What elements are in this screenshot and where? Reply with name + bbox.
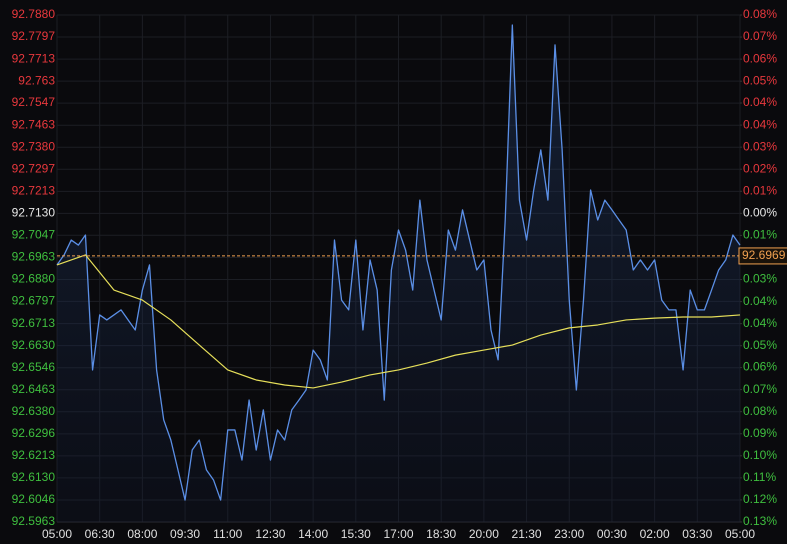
- y-tick-label: 92.6380: [12, 404, 56, 418]
- y-tick-label: 92.6630: [12, 338, 56, 352]
- y-tick-label: 92.6213: [12, 448, 56, 462]
- series-line: [56, 24, 741, 501]
- x-tick-label: 02:00: [640, 527, 670, 541]
- y-tick-label: 92.5963: [12, 514, 56, 528]
- y-tick-label: 92.7130: [12, 206, 56, 220]
- y2-tick-label: 0.01%: [743, 228, 777, 242]
- y2-tick-label: 0.07%: [743, 29, 777, 43]
- y-tick-label: 92.6963: [12, 250, 56, 264]
- y-tick-label: 92.7047: [12, 227, 56, 241]
- x-tick-label: 05:00: [42, 527, 72, 541]
- x-tick-label: 21:30: [512, 527, 542, 541]
- y-tick-label: 92.6546: [12, 360, 56, 374]
- x-tick-label: 09:30: [170, 527, 200, 541]
- y-tick-label: 92.6880: [12, 272, 56, 286]
- y2-tick-label: 0.12%: [743, 492, 777, 506]
- y-tick-label: 92.6296: [12, 426, 56, 440]
- series-line: [56, 254, 741, 389]
- y-tick-label: 92.7713: [12, 51, 56, 65]
- y2-tick-label: 0.04%: [743, 95, 777, 109]
- y-tick-label: 92.7797: [12, 29, 56, 43]
- y2-tick-label: 0.09%: [743, 426, 777, 440]
- x-tick-label: 14:00: [298, 527, 328, 541]
- y2-tick-label: 0.02%: [743, 161, 777, 175]
- y2-tick-label: 0.10%: [743, 448, 777, 462]
- y2-tick-label: 0.05%: [743, 73, 777, 87]
- y2-tick-label: 0.06%: [743, 51, 777, 65]
- y2-tick-label: 0.04%: [743, 117, 777, 131]
- x-tick-label: 06:30: [85, 527, 115, 541]
- y2-tick-label: 0.11%: [743, 470, 776, 484]
- y2-tick-label: 0.03%: [743, 272, 777, 286]
- y-tick-label: 92.7880: [12, 7, 56, 21]
- y-tick-label: 92.6046: [12, 492, 56, 506]
- y-tick-label: 92.7213: [12, 184, 56, 198]
- y2-tick-label: 0.08%: [743, 404, 777, 418]
- x-tick-label: 12:30: [255, 527, 285, 541]
- y2-tick-label: 0.05%: [743, 338, 777, 352]
- y2-tick-label: 0.04%: [743, 316, 777, 330]
- y-tick-label: 92.7463: [12, 117, 56, 131]
- y-tick-label: 92.6130: [12, 470, 56, 484]
- y-tick-label: 92.7547: [12, 95, 56, 109]
- y-tick-label: 92.6713: [12, 316, 56, 330]
- x-tick-label: 20:00: [469, 527, 499, 541]
- y2-tick-label: 0.03%: [743, 139, 777, 153]
- y2-tick-label: 0.08%: [743, 7, 777, 21]
- x-tick-label: 00:30: [597, 527, 627, 541]
- x-tick-label: 05:00: [725, 527, 755, 541]
- y2-tick-label: 0.00%: [743, 206, 777, 220]
- x-tick-label: 23:00: [554, 527, 584, 541]
- y2-tick-label: 0.13%: [743, 514, 777, 528]
- x-tick-label: 17:00: [383, 527, 413, 541]
- x-tick-label: 11:00: [213, 527, 242, 541]
- x-tick-label: 15:30: [341, 527, 371, 541]
- y-tick-label: 92.6463: [12, 382, 56, 396]
- x-tick-label: 08:00: [127, 527, 157, 541]
- reference-flag: [738, 247, 787, 265]
- y-tick-label: 92.763: [18, 73, 55, 87]
- y-tick-label: 92.6797: [12, 294, 56, 308]
- y2-tick-label: 0.04%: [743, 294, 777, 308]
- y-tick-label: 92.7297: [12, 161, 56, 175]
- x-tick-label: 03:30: [682, 527, 712, 541]
- y2-tick-label: 0.07%: [743, 382, 777, 396]
- y-tick-label: 92.7380: [12, 139, 56, 153]
- x-tick-label: 18:30: [426, 527, 456, 541]
- series-area: [57, 25, 740, 523]
- y2-tick-label: 0.01%: [743, 183, 777, 197]
- reference-label: 92.6969: [742, 248, 786, 262]
- y2-tick-label: 0.06%: [743, 360, 777, 374]
